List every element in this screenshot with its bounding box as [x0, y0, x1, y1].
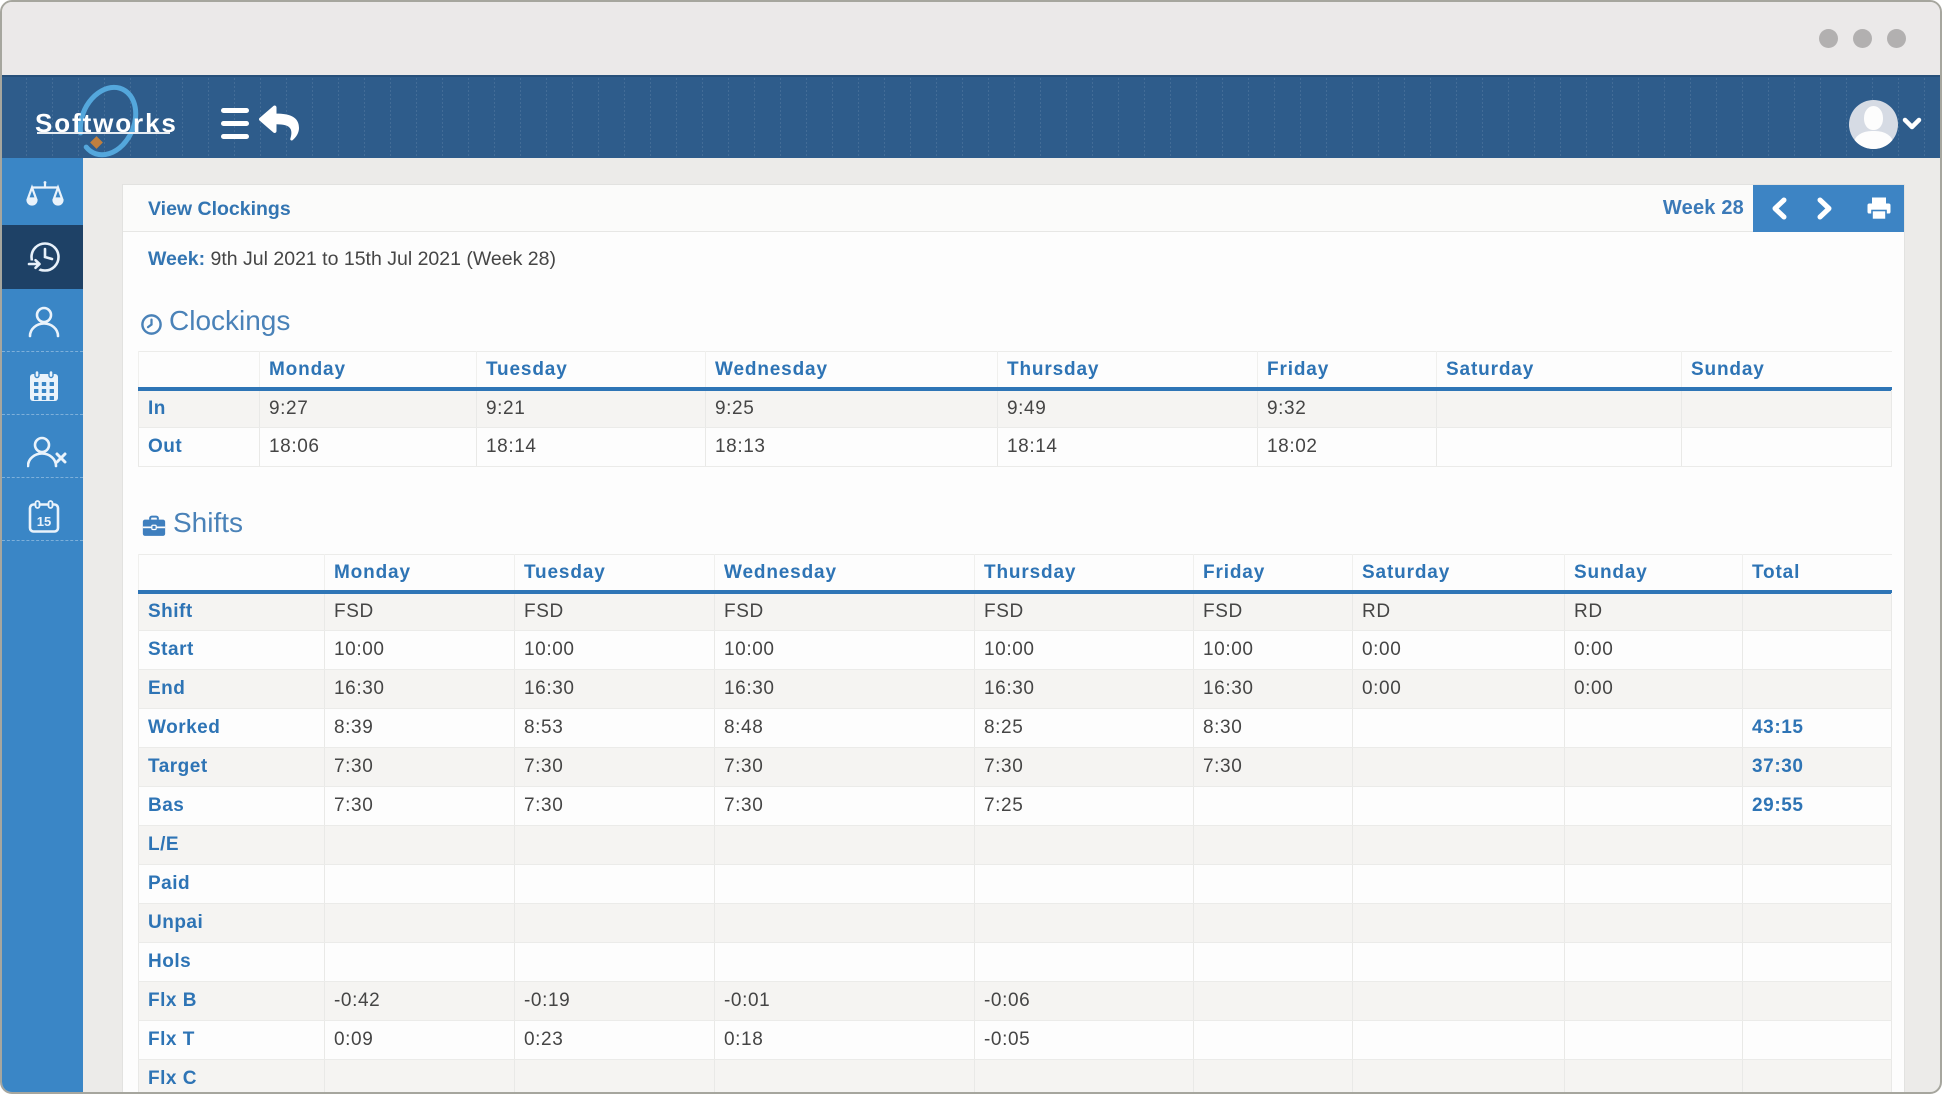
svg-text:15: 15 — [37, 514, 51, 529]
